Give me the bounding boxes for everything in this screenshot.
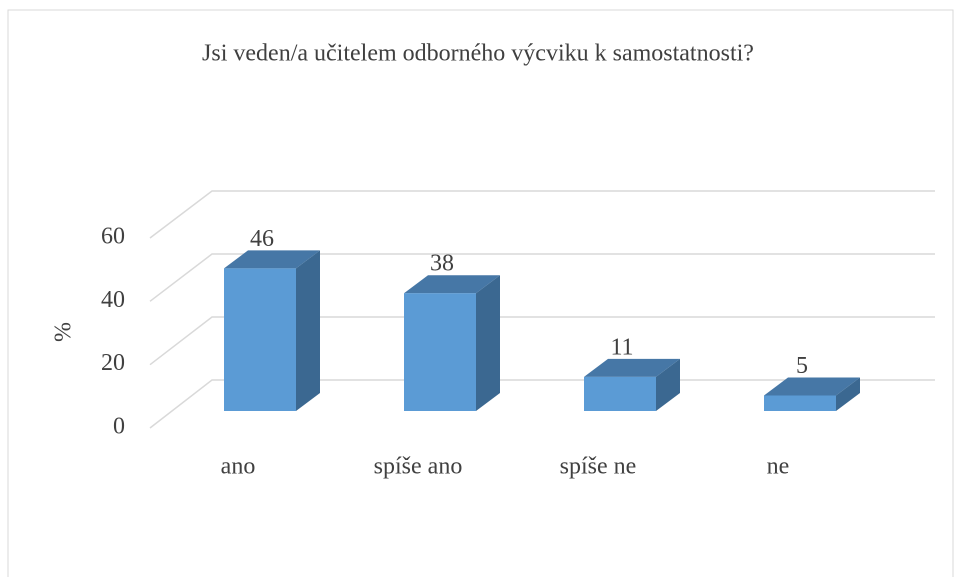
x-tick-label: ne <box>767 454 790 480</box>
y-tick-label: 60 <box>101 224 125 250</box>
bar-top <box>224 250 320 269</box>
bar <box>224 268 296 411</box>
grid-line <box>149 379 935 429</box>
bar <box>404 293 476 411</box>
y-tick-label: 20 <box>101 350 125 376</box>
bar-side <box>836 377 860 411</box>
bar-top <box>404 275 500 294</box>
bar <box>764 395 836 411</box>
data-label: 46 <box>250 226 274 252</box>
bar-top <box>764 377 860 396</box>
x-tick-label: spíše ne <box>560 454 637 480</box>
y-tick-label: 0 <box>113 414 125 440</box>
y-tick-label: 40 <box>101 287 125 313</box>
chart-title: Jsi veden/a učitelem odborného výcviku k… <box>202 41 754 67</box>
grid-line <box>149 253 935 302</box>
bar-side <box>476 275 500 411</box>
data-label: 38 <box>430 251 454 277</box>
bar-side <box>296 250 320 411</box>
data-label: 5 <box>796 353 808 379</box>
x-tick-label: ano <box>221 454 256 480</box>
bar-top <box>584 358 680 377</box>
bar-side <box>656 358 680 411</box>
x-tick-label: spíše ano <box>374 454 463 480</box>
grid-line <box>149 190 935 239</box>
y-axis-label: % <box>51 322 77 342</box>
data-label: 11 <box>610 334 633 360</box>
bar <box>584 376 656 411</box>
grid-line <box>149 316 935 366</box>
